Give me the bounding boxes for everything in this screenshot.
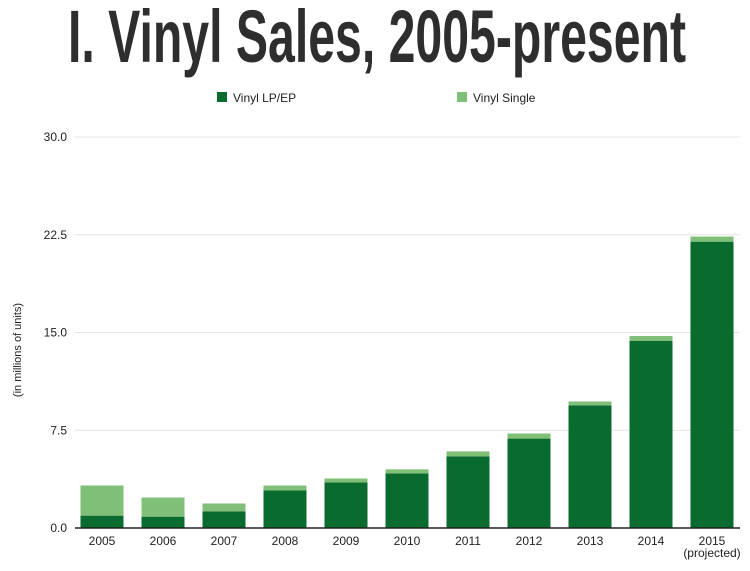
- x-tick-sublabel: (projected): [683, 546, 740, 560]
- legend-swatch-lp-ep: [217, 92, 227, 102]
- legend-label-single: Vinyl Single: [473, 91, 536, 105]
- bar-2007-lp-ep: [202, 511, 246, 528]
- bar-2010-single: [385, 469, 429, 474]
- x-tick-label: 2010: [394, 534, 421, 548]
- legend-swatch-single: [457, 92, 467, 102]
- bar-2014-single: [629, 336, 673, 341]
- bar-2006-single: [141, 497, 185, 517]
- bar-2015-lp-ep: [690, 241, 734, 529]
- bar-2009-single: [324, 478, 368, 483]
- legend: Vinyl LP/EP Vinyl Single: [217, 91, 536, 105]
- bar-2013-single: [568, 401, 612, 406]
- x-tick-label: 2006: [150, 534, 177, 548]
- bar-2005-single: [80, 485, 124, 516]
- bar-2011-lp-ep: [446, 456, 490, 528]
- chart-title: I. Vinyl Sales, 2005-present: [68, 0, 686, 78]
- x-tick-label: 2009: [333, 534, 360, 548]
- x-tick-label: 2013: [577, 534, 604, 548]
- y-tick-label: 7.5: [50, 423, 67, 437]
- x-tick-label: 2012: [516, 534, 543, 548]
- bar-2008-lp-ep: [263, 490, 307, 528]
- x-tick-label: 2007: [211, 534, 238, 548]
- bar-2013-lp-ep: [568, 405, 612, 528]
- bar-2014-lp-ep: [629, 340, 673, 528]
- x-tick-label: 2008: [272, 534, 299, 548]
- y-tick-label: 30.0: [44, 130, 68, 144]
- bar-2009-lp-ep: [324, 482, 368, 528]
- bar-2015-single: [690, 236, 734, 242]
- bar-2010-lp-ep: [385, 473, 429, 528]
- bar-2005-lp-ep: [80, 515, 124, 528]
- y-tick-label: 0.0: [50, 521, 67, 535]
- legend-label-lp-ep: Vinyl LP/EP: [233, 91, 296, 105]
- bar-2007-single: [202, 503, 246, 512]
- x-tick-label: 2015: [699, 534, 726, 548]
- y-tick-label: 22.5: [44, 228, 68, 242]
- bar-2011-single: [446, 451, 490, 457]
- bar-2012-single: [507, 433, 551, 439]
- bar-2008-single: [263, 485, 307, 491]
- x-tick-label: 2014: [638, 534, 665, 548]
- x-tick-label: 2005: [89, 534, 116, 548]
- bar-2012-lp-ep: [507, 438, 551, 528]
- bar-2006-lp-ep: [141, 516, 185, 528]
- y-tick-label: 15.0: [44, 326, 68, 340]
- x-tick-label: 2011: [455, 534, 481, 548]
- y-axis-label: (in millions of units): [12, 303, 24, 397]
